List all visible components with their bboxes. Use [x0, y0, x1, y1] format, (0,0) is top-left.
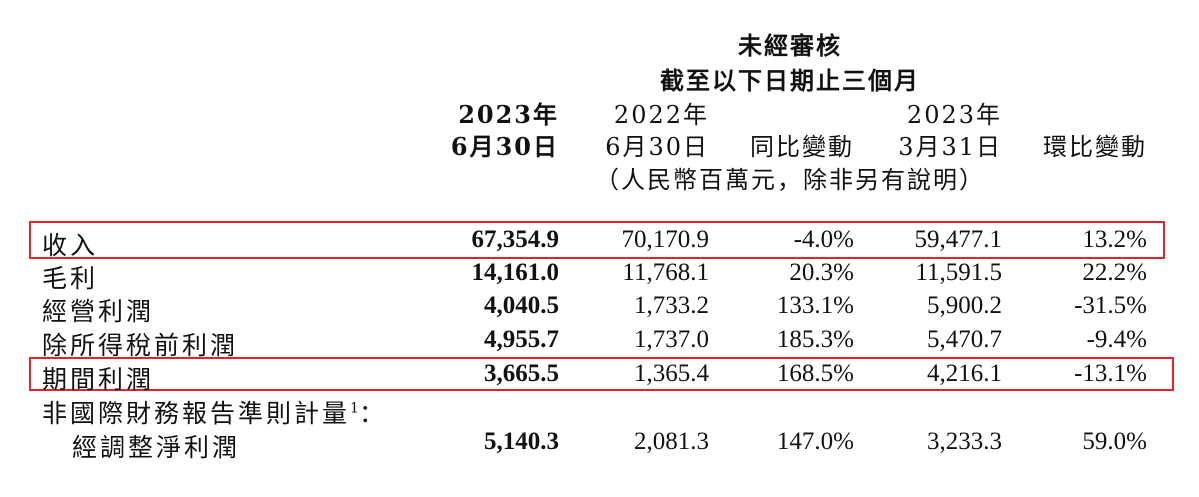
col2-year-header: 2022年: [613, 101, 709, 129]
col5-header: 環比變動: [1043, 133, 1147, 161]
row-label: 收入: [42, 231, 99, 260]
row-value-col1: 67,354.9: [471, 226, 560, 253]
row-value-col1: 14,161.0: [471, 259, 560, 286]
non-ifrs-heading: 非國際財務報告準則計量1：: [42, 394, 387, 430]
row-value-col5: 59.0%: [1082, 428, 1147, 455]
row-value-col1: 4,040.5: [484, 292, 559, 319]
row-value-col1: 3,665.5: [484, 360, 559, 387]
row-label: 期間利潤: [42, 365, 155, 394]
non-ifrs-colon: ：: [358, 399, 387, 428]
revenue-highlight-box: [29, 221, 1165, 259]
unit-note: （人民幣百萬元，除非另有說明）: [595, 166, 985, 194]
row-label: 毛利: [42, 264, 99, 293]
period-profit-highlight-box: [29, 357, 1174, 391]
row-value-col5: 13.2%: [1082, 226, 1147, 253]
col4-year-header: 2023年: [906, 101, 1002, 129]
row-value-col3: 133.1%: [776, 292, 854, 319]
row-value-col4: 4,216.1: [927, 360, 1002, 387]
row-label: 經營利潤: [42, 297, 155, 326]
row-value-col5: -9.4%: [1086, 326, 1147, 353]
row-value-col1: 4,955.7: [484, 326, 559, 353]
row-value-col4: 5,900.2: [927, 292, 1002, 319]
row-value-col5: 22.2%: [1082, 259, 1147, 286]
row-value-col3: 185.3%: [776, 326, 854, 353]
footnote-marker: 1: [350, 400, 359, 417]
row-value-col4: 11,591.5: [915, 259, 1002, 286]
row-value-col3: 147.0%: [776, 428, 854, 455]
row-value-col5: -13.1%: [1074, 360, 1147, 387]
row-value-col4: 3,233.3: [927, 428, 1002, 455]
row-value-col2: 70,170.9: [621, 226, 710, 253]
row-value-col2: 11,768.1: [622, 259, 709, 286]
col1-year-header: 2023年: [458, 100, 559, 129]
row-value-col2: 2,081.3: [634, 428, 709, 455]
row-value-col4: 5,470.7: [927, 326, 1002, 353]
col4-date-header: 3月31日: [898, 133, 1002, 161]
col1-date-header: 6月30日: [450, 132, 559, 161]
row-value-col5: -31.5%: [1074, 292, 1147, 319]
row-label: 經調整淨利潤: [72, 433, 241, 462]
col2-date-header: 6月30日: [605, 133, 709, 161]
row-value-col2: 1,365.4: [634, 360, 709, 387]
row-value-col3: -4.0%: [793, 226, 854, 253]
row-value-col1: 5,140.3: [484, 428, 559, 455]
row-value-col3: 168.5%: [776, 360, 854, 387]
row-label: 除所得稅前利潤: [42, 331, 239, 360]
non-ifrs-label: 非國際財務報告準則計量: [42, 399, 351, 428]
period-heading: 截至以下日期止三個月: [660, 66, 920, 95]
row-value-col3: 20.3%: [789, 259, 854, 286]
unaudited-heading: 未經審核: [738, 31, 842, 60]
row-value-col2: 1,733.2: [634, 292, 709, 319]
row-value-col2: 1,737.0: [634, 326, 709, 353]
col3-header: 同比變動: [750, 133, 854, 161]
row-value-col4: 59,477.1: [914, 226, 1003, 253]
